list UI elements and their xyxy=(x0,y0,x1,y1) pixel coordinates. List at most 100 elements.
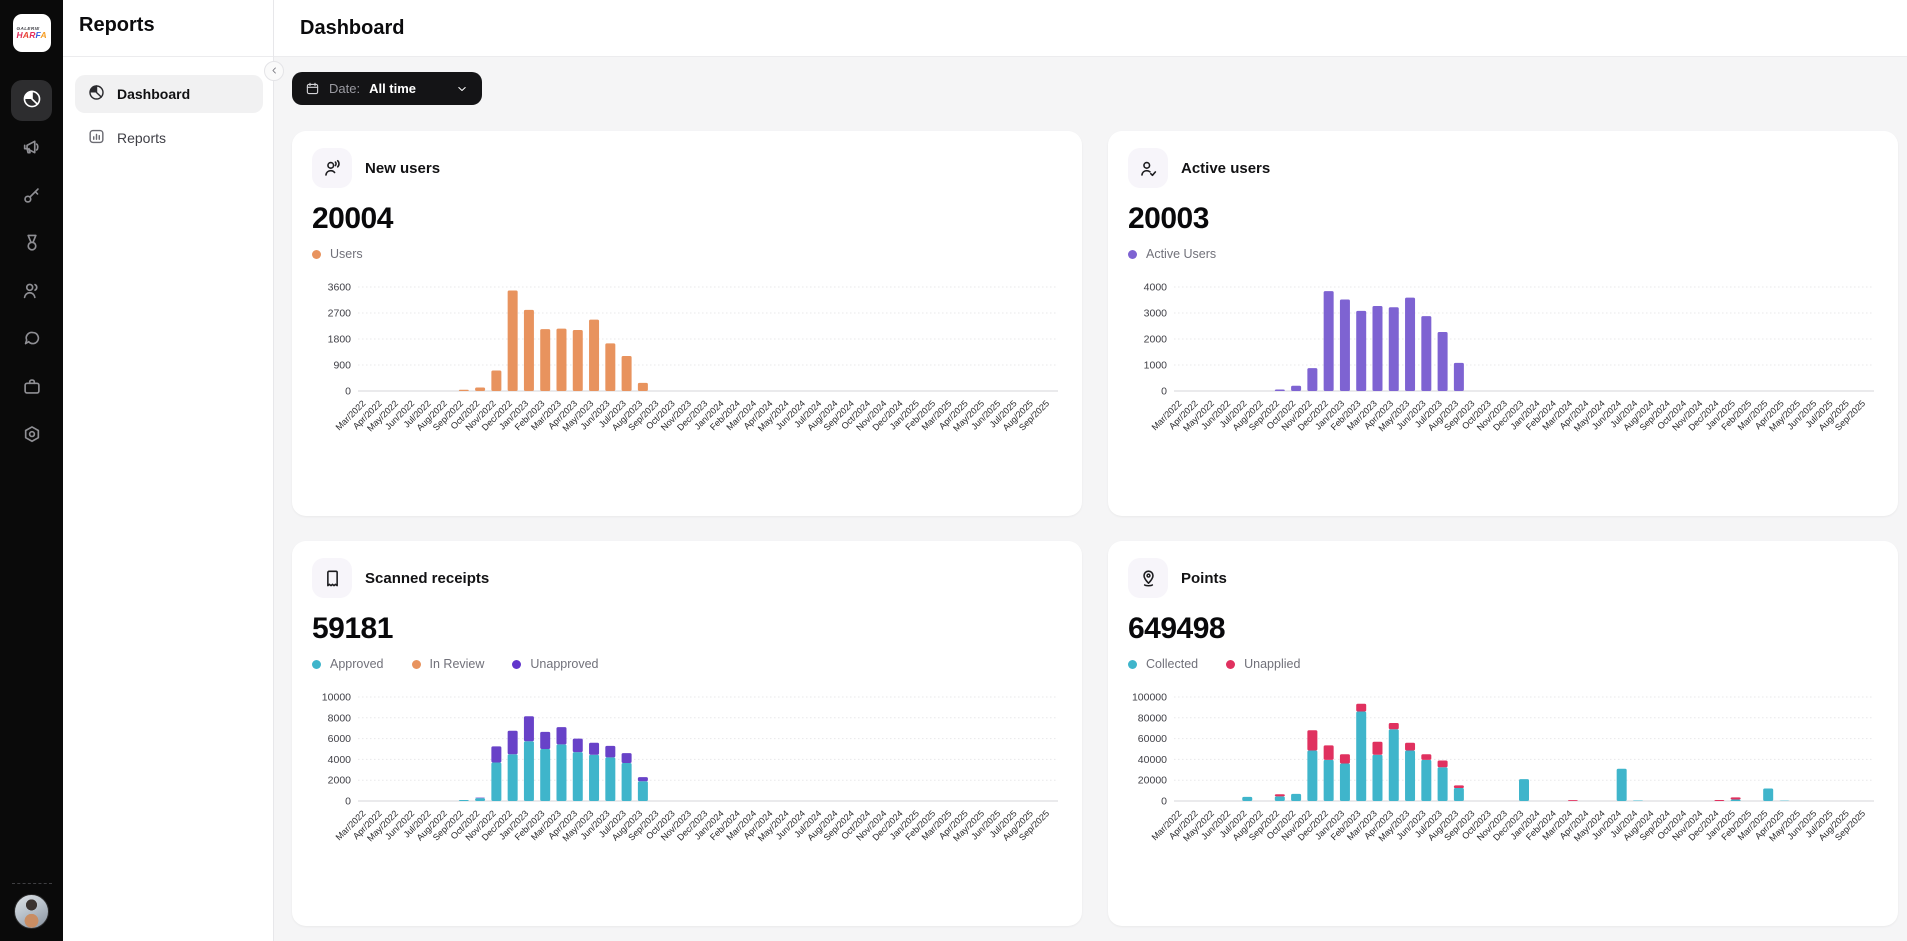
bar-chart-canvas: 0200040006000800010000Mar/2022Apr/2022Ma… xyxy=(322,692,1058,843)
svg-text:0: 0 xyxy=(1161,386,1167,398)
svg-text:20000: 20000 xyxy=(1138,775,1167,787)
legend-item: Users xyxy=(312,247,363,261)
card-scanned-receipts: Scanned receipts 59181 Approved In Review… xyxy=(292,541,1082,926)
svg-text:6000: 6000 xyxy=(328,733,352,745)
legend-item: Active Users xyxy=(1128,247,1216,261)
rail-item-medal[interactable] xyxy=(11,224,52,265)
date-filter-label: Date: xyxy=(329,81,361,96)
bar-chart-canvas: 0900180027003600Mar/2022Apr/2022May/2022… xyxy=(328,282,1058,433)
legend-item: Unapplied xyxy=(1226,657,1300,671)
svg-text:2000: 2000 xyxy=(1144,334,1168,346)
chart-legend: Users xyxy=(312,247,1062,261)
legend-dot xyxy=(312,249,321,259)
rail-nav xyxy=(11,80,52,457)
sidebar-nav: Dashboard Reports xyxy=(63,57,273,157)
user-avatar[interactable] xyxy=(14,894,49,929)
bar-chart-canvas: 01000200030004000Mar/2022Apr/2022May/202… xyxy=(1144,282,1874,433)
card-title: Active users xyxy=(1181,159,1271,177)
svg-text:0: 0 xyxy=(345,386,351,398)
legend-label: Users xyxy=(330,247,363,261)
chart-legend: Collected Unapplied xyxy=(1128,657,1878,671)
legend-item: In Review xyxy=(411,657,485,671)
card-total: 20004 xyxy=(312,202,393,235)
legend-item: Approved xyxy=(312,657,384,671)
calendar-icon xyxy=(305,81,320,96)
svg-text:4000: 4000 xyxy=(328,754,352,766)
date-filter-value: All time xyxy=(369,81,417,96)
sidebar-collapse-button[interactable] xyxy=(264,61,284,81)
medal-icon xyxy=(21,232,43,257)
legend-label: Unapproved xyxy=(530,657,599,671)
card-active-users: Active users 20003 Active Users 0 1000 200… xyxy=(1108,131,1898,516)
legend-dot xyxy=(312,659,321,669)
sidebar-item-dashboard[interactable]: Dashboard xyxy=(75,75,263,113)
main-header: Dashboard xyxy=(274,0,1907,57)
megaphone-icon xyxy=(21,136,43,161)
date-filter-button[interactable]: Date: All time xyxy=(292,72,482,105)
legend-dot xyxy=(1226,659,1236,669)
chart-legend: Approved In Review Unapproved xyxy=(312,657,1062,671)
card-title: New users xyxy=(365,159,441,177)
icon-rail: GALERIE HARFA xyxy=(0,0,63,941)
legend-dot xyxy=(512,659,522,669)
svg-text:8000: 8000 xyxy=(328,712,352,724)
svg-text:40000: 40000 xyxy=(1138,754,1167,766)
brand-logo[interactable]: GALERIE HARFA xyxy=(12,14,51,52)
sidebar-title: Reports xyxy=(79,14,155,36)
svg-text:1000: 1000 xyxy=(1144,360,1168,372)
rail-item-key[interactable] xyxy=(11,176,52,217)
rail-bottom xyxy=(0,883,63,941)
rail-item-briefcase[interactable] xyxy=(11,368,52,409)
sidebar-item-reports[interactable]: Reports xyxy=(75,119,263,157)
user-voice-icon xyxy=(312,148,352,188)
svg-text:0: 0 xyxy=(1161,796,1167,808)
location-pin-icon xyxy=(1128,558,1168,598)
svg-text:2700: 2700 xyxy=(328,308,352,320)
rail-item-megaphone[interactable] xyxy=(11,128,52,169)
legend-item: Unapproved xyxy=(512,657,599,671)
pie-chart-icon xyxy=(87,83,106,105)
chart-legend: Active Users xyxy=(1128,247,1878,261)
sidebar-title-wrap: Reports xyxy=(63,0,273,57)
svg-text:900: 900 xyxy=(333,360,351,372)
card-new-users: New users 20004 Users 0 900 1800 2700 3600 Ma… xyxy=(292,131,1082,516)
gear-icon xyxy=(21,424,43,449)
briefcase-icon xyxy=(21,376,43,401)
bar-chart-canvas: 020000400006000080000100000Mar/2022Apr/2… xyxy=(1132,692,1874,843)
svg-text:60000: 60000 xyxy=(1138,733,1167,745)
card-points: Points 649498 Collected Unapplied 0 20000 4… xyxy=(1108,541,1898,926)
rail-item-users[interactable] xyxy=(11,272,52,313)
rail-item-chat[interactable] xyxy=(11,320,52,361)
legend-label: Approved xyxy=(330,657,384,671)
bar-chart-icon xyxy=(87,127,106,149)
legend-label: Active Users xyxy=(1146,247,1217,261)
reports-sidebar: Reports Dashboard Reports xyxy=(63,0,274,941)
brand-line2: HARFA xyxy=(16,30,47,41)
rail-item-gear[interactable] xyxy=(11,416,52,457)
chat-icon xyxy=(21,328,43,353)
svg-text:4000: 4000 xyxy=(1144,282,1168,294)
rail-item-pie-chart[interactable] xyxy=(11,80,52,121)
card-total: 20003 xyxy=(1128,202,1209,235)
legend-dot xyxy=(1128,659,1137,669)
key-icon xyxy=(21,184,43,209)
card-head: New users xyxy=(312,148,1062,188)
sidebar-item-label: Reports xyxy=(117,130,167,146)
cards-grid: New users 20004 Users 0 900 1800 2700 3600 Ma… xyxy=(292,131,1898,926)
card-head: Active users xyxy=(1128,148,1878,188)
legend-label: In Review xyxy=(429,657,485,671)
content-area: Date: All time New users 20004 Users 0 90… xyxy=(264,57,1907,941)
legend-dot xyxy=(1128,249,1137,259)
sidebar-item-label: Dashboard xyxy=(117,86,191,102)
receipt-icon xyxy=(312,558,352,598)
legend-item: Collected xyxy=(1128,657,1198,671)
users-icon xyxy=(21,280,43,305)
main-area: Dashboard Date: All time New users 20004 xyxy=(264,0,1907,941)
legend-label: Unapplied xyxy=(1244,657,1301,671)
card-title: Points xyxy=(1181,569,1227,587)
svg-text:80000: 80000 xyxy=(1138,712,1167,724)
svg-text:3600: 3600 xyxy=(328,282,352,294)
svg-text:10000: 10000 xyxy=(322,692,351,704)
user-check-icon xyxy=(1128,148,1168,188)
